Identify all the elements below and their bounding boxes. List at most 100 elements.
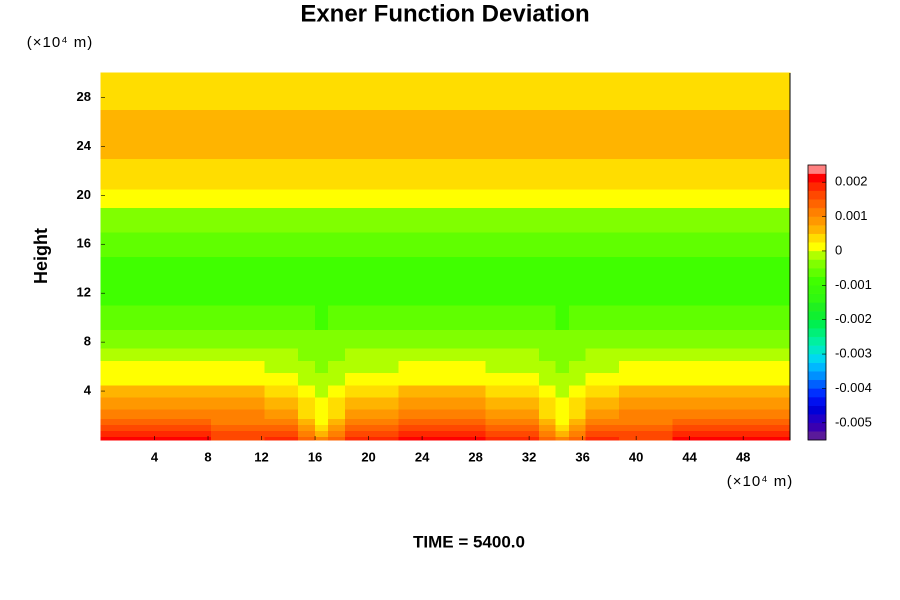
- contour-cell: [140, 384, 212, 398]
- contour-cell: [555, 176, 570, 190]
- contour-cell: [485, 436, 540, 441]
- contour-cell: [485, 409, 540, 419]
- x-tick-label: 28: [468, 449, 482, 464]
- contour-cell: [538, 84, 557, 110]
- contour-cell: [211, 72, 266, 86]
- contour-cell: [328, 188, 346, 208]
- contour-cell: [619, 430, 674, 438]
- x-unit: (×10⁴ m): [727, 473, 794, 490]
- contour-cell: [538, 424, 557, 432]
- colorbar-level: [807, 371, 827, 381]
- contour-cell: [672, 384, 747, 398]
- contour-cell: [298, 176, 316, 190]
- contour-cell: [211, 436, 266, 441]
- contour-cell: [672, 418, 747, 426]
- contour-cell: [538, 231, 557, 257]
- contour-cell: [568, 430, 587, 438]
- contour-cell: [672, 436, 747, 441]
- contour-cell: [264, 280, 299, 306]
- contour-cell: [568, 436, 587, 441]
- contour-field: [100, 72, 791, 441]
- y-unit: (×10⁴ m): [27, 34, 94, 51]
- contour-cell: [585, 424, 620, 432]
- contour-cell: [672, 207, 747, 233]
- y-tick-label: 8: [84, 334, 91, 349]
- contour-cell: [211, 280, 266, 306]
- contour-cell: [538, 329, 557, 349]
- contour-cell: [619, 409, 674, 419]
- colorbar-level: [807, 396, 827, 406]
- contour-cell: [746, 72, 791, 86]
- contour-cell: [328, 409, 346, 419]
- contour-cell: [140, 158, 212, 178]
- contour-cell: [538, 305, 557, 331]
- contour-cell: [398, 256, 486, 282]
- contour-cell: [555, 347, 570, 361]
- colorbar-level: [807, 362, 827, 372]
- contour-cell: [314, 396, 329, 410]
- colorbar-level: [807, 259, 827, 269]
- contour-cell: [344, 72, 399, 86]
- contour-cell: [672, 72, 747, 86]
- contour-cell: [398, 207, 486, 233]
- colorbar-level: [807, 285, 827, 295]
- contour-cell: [398, 109, 486, 135]
- contour-cell: [538, 256, 557, 282]
- contour-cell: [344, 372, 399, 386]
- contour-cell: [100, 207, 142, 233]
- x-tick-label: 16: [308, 449, 322, 464]
- colorbar-tick-label: 0.002: [835, 174, 868, 189]
- contour-cell: [585, 256, 620, 282]
- y-tick-label: 20: [77, 187, 91, 202]
- contour-cell: [585, 409, 620, 419]
- contour-cell: [555, 158, 570, 178]
- contour-cell: [264, 384, 299, 398]
- contour-cell: [344, 231, 399, 257]
- contour-cell: [314, 133, 329, 159]
- contour-cell: [485, 360, 540, 374]
- contour-cell: [746, 329, 791, 349]
- contour-cell: [538, 109, 557, 135]
- contour-cell: [619, 280, 674, 306]
- contour-cell: [555, 409, 570, 419]
- contour-cell: [314, 207, 329, 233]
- contour-cell: [100, 133, 142, 159]
- contour-cell: [211, 360, 266, 374]
- contour-cell: [538, 384, 557, 398]
- contour-cell: [746, 109, 791, 135]
- contour-cell: [398, 133, 486, 159]
- contour-cell: [619, 188, 674, 208]
- contour-cell: [314, 109, 329, 135]
- colorbar-tick-label: 0: [835, 242, 842, 257]
- contour-cell: [298, 396, 316, 410]
- contour-cell: [672, 280, 747, 306]
- contour-cell: [538, 176, 557, 190]
- colorbar-level: [807, 173, 827, 183]
- contour-cell: [344, 158, 399, 178]
- contour-cell: [485, 305, 540, 331]
- contour-cell: [538, 133, 557, 159]
- contour-cell: [100, 305, 142, 331]
- contour-cell: [538, 409, 557, 419]
- contour-cell: [100, 109, 142, 135]
- contour-cell: [585, 360, 620, 374]
- colorbar-level: [807, 431, 827, 441]
- contour-cell: [538, 280, 557, 306]
- contour-cell: [298, 109, 316, 135]
- contour-cell: [555, 84, 570, 110]
- colorbar-tick-label: 0.001: [835, 208, 868, 223]
- colorbar-frame: [807, 164, 827, 441]
- x-tick-label: 48: [736, 449, 750, 464]
- contour-cell: [746, 360, 791, 374]
- contour-cell: [328, 158, 346, 178]
- contour-cell: [100, 188, 142, 208]
- contour-cell: [746, 84, 791, 110]
- contour-cell: [211, 109, 266, 135]
- contour-cell: [140, 329, 212, 349]
- contour-cell: [298, 72, 316, 86]
- x-tick-label: 20: [361, 449, 375, 464]
- contour-cell: [485, 84, 540, 110]
- colorbar-level: [807, 276, 827, 286]
- colorbar-level: [807, 216, 827, 226]
